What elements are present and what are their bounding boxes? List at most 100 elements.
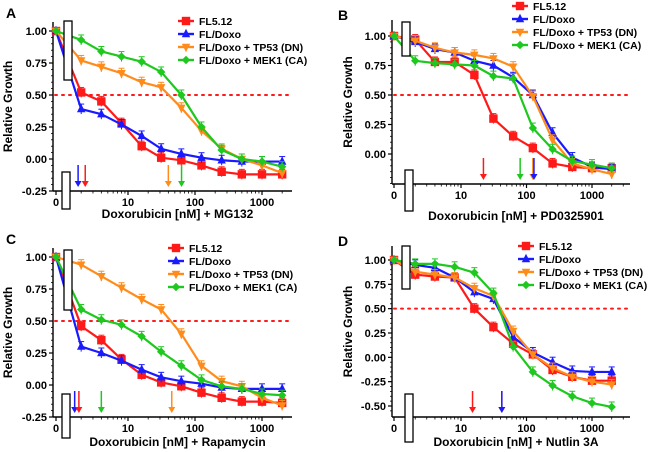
data-point (76, 35, 86, 45)
data-point (450, 60, 459, 69)
data-point (548, 136, 557, 146)
legend-marker (171, 255, 181, 265)
legend-label: FL5.12 (199, 16, 232, 28)
data-point (137, 332, 146, 341)
data-point (217, 382, 226, 391)
data-point (97, 97, 106, 106)
panel-label: A (6, 5, 16, 21)
y-tick-label: 0.25 (26, 348, 47, 360)
axis-break-marker (63, 20, 73, 81)
legend-label: FL/Doxo + MEK1 (CA) (189, 282, 297, 294)
panel-label: D (338, 233, 348, 249)
data-point (97, 109, 106, 118)
ic50-arrowhead (168, 407, 176, 413)
series-line (393, 35, 612, 170)
data-point (177, 148, 186, 158)
data-point (607, 170, 616, 180)
data-point (237, 154, 247, 164)
data-point (470, 304, 479, 313)
data-point (430, 58, 440, 68)
x-tick-label: 100 (517, 190, 535, 202)
data-point (137, 79, 146, 88)
data-point (257, 389, 267, 399)
x-tick-label: 10 (455, 423, 467, 435)
data-point (97, 336, 106, 345)
data-point (237, 170, 247, 179)
y-tick-label: 0.50 (26, 316, 47, 328)
legend-label: FL/Doxo (189, 256, 231, 268)
ic50-arrowhead (516, 174, 524, 180)
data-point (197, 122, 206, 132)
data-point (97, 315, 106, 324)
data-point (257, 157, 267, 166)
data-point (156, 153, 166, 162)
data-point (489, 55, 498, 64)
legend-label: FL/Doxo + TP53 (DN) (199, 42, 303, 54)
ic50-arrowhead (164, 181, 172, 187)
legend-marker (515, 28, 525, 38)
data-point (277, 169, 287, 179)
data-point (137, 364, 146, 373)
y-tick-label: 0.25 (365, 328, 386, 340)
y-axis-title: Relative Growth (1, 61, 15, 152)
data-point (76, 261, 86, 270)
data-point (568, 373, 577, 382)
y-tick-label: -0.25 (22, 186, 47, 198)
legend-marker (181, 28, 191, 38)
legend-marker (181, 16, 191, 26)
data-point (528, 351, 538, 360)
data-point (277, 391, 287, 400)
data-point (177, 361, 186, 370)
panel-label: B (338, 7, 348, 23)
data-point (156, 84, 166, 93)
data-point (430, 271, 440, 280)
y-tick-label: 0.50 (365, 90, 386, 102)
legend-label: FL/Doxo + MEK1 (CA) (539, 280, 647, 292)
data-point (97, 347, 106, 357)
legend-marker (515, 40, 525, 50)
data-point (197, 388, 206, 397)
data-point (177, 382, 186, 391)
y-axis-title: Relative Growth (341, 56, 355, 147)
y-tick-label: 0.00 (365, 149, 386, 161)
data-point (137, 142, 146, 151)
series-line (393, 259, 612, 386)
x-tick-label: 10 (122, 423, 134, 435)
legend-label: FL5.12 (539, 241, 572, 253)
data-point (237, 384, 247, 394)
data-point (528, 367, 538, 377)
axis-break-marker (63, 249, 73, 311)
y-tick-label: 0.75 (26, 58, 47, 70)
data-point (489, 288, 498, 298)
y-tick-label: 0.00 (26, 380, 47, 392)
y-tick-label: 1.00 (26, 26, 47, 38)
data-point (156, 372, 166, 381)
data-point (587, 398, 597, 408)
data-point (587, 160, 597, 169)
legend-marker (181, 43, 191, 53)
data-point (470, 285, 479, 294)
data-point (548, 145, 557, 154)
legend-label: FL/Doxo + MEK1 (CA) (199, 55, 307, 67)
x-tick-label: 100 (186, 197, 204, 209)
data-point (177, 375, 186, 385)
axis-break-marker (61, 171, 71, 210)
ic50-arrowhead (81, 181, 89, 187)
x-tick-label: 0 (53, 423, 59, 435)
data-point (117, 355, 126, 364)
legend-marker (521, 280, 531, 290)
data-point (257, 170, 267, 179)
data-point (156, 67, 166, 77)
data-point (76, 103, 86, 113)
data-point (489, 322, 498, 332)
data-point (568, 392, 577, 401)
legend-label: FL5.12 (533, 1, 566, 13)
legend-marker (171, 282, 181, 292)
data-point (76, 88, 86, 97)
data-point (217, 145, 226, 155)
data-point (508, 327, 518, 337)
data-point (217, 393, 226, 402)
data-point (528, 123, 538, 133)
data-point (587, 378, 597, 387)
